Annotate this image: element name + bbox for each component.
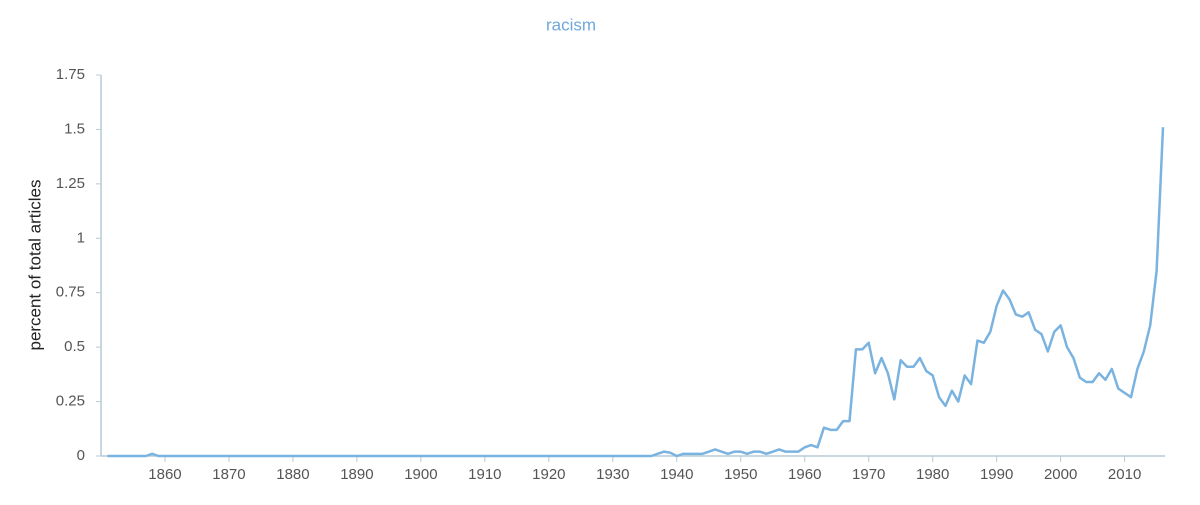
y-tick-label: 0.25 — [56, 393, 85, 410]
x-tick-label: 1970 — [852, 466, 885, 483]
y-tick-label: 1.75 — [56, 66, 85, 83]
x-tick-label: 1930 — [596, 466, 629, 483]
x-tick-label: 1890 — [340, 466, 373, 483]
x-tick-label: 1940 — [660, 466, 693, 483]
x-tick-label: 1920 — [532, 466, 565, 483]
x-tick-label: 1900 — [404, 466, 437, 483]
x-tick-label: 1870 — [212, 466, 245, 483]
x-tick-label: 1980 — [916, 466, 949, 483]
y-tick-label: 1 — [77, 229, 85, 246]
x-tick-label: 1880 — [276, 466, 309, 483]
x-tick-label: 1990 — [980, 466, 1013, 483]
x-tick-label: 1910 — [468, 466, 501, 483]
x-tick-label: 2000 — [1044, 466, 1077, 483]
x-tick-label: 1860 — [148, 466, 181, 483]
line-series — [107, 127, 1165, 458]
y-tick-label: 0.5 — [64, 338, 85, 355]
y-tick-label: 0.75 — [56, 284, 85, 301]
x-tick-label: 1950 — [724, 466, 757, 483]
y-tick-label: 1.25 — [56, 175, 85, 192]
x-tick-label: 2010 — [1108, 466, 1141, 483]
chart-title: racism — [546, 15, 596, 34]
y-axis-label: percent of total articles — [25, 179, 44, 350]
x-tick-label: 1960 — [788, 466, 821, 483]
y-tick-label: 0 — [77, 447, 85, 464]
y-tick-label: 1.5 — [64, 120, 85, 137]
